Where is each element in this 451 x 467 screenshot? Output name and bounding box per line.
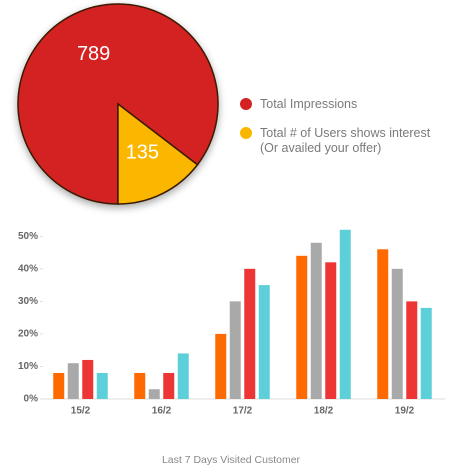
x-tick-label: 17/2: [233, 406, 253, 417]
bar: [163, 372, 175, 399]
x-tick-label: 15/2: [71, 406, 91, 417]
legend-item: Total # of Users shows interest (Or avai…: [240, 126, 435, 156]
bar: [96, 372, 108, 399]
x-tick-label: 16/2: [152, 406, 172, 417]
legend-dot: [240, 98, 252, 110]
bar: [258, 285, 270, 399]
bar: [377, 249, 389, 399]
y-tick-label: 30%: [18, 296, 38, 307]
bar: [310, 242, 322, 399]
pie: [17, 3, 219, 205]
legend-dot: [240, 127, 252, 139]
bar: [148, 389, 160, 399]
bar: [420, 307, 432, 399]
bar: [391, 268, 403, 399]
data-label: 789: [77, 43, 110, 65]
y-tick-label: 0%: [24, 394, 39, 405]
y-tick-label: 40%: [18, 263, 38, 274]
bar: [339, 229, 351, 399]
bar: [134, 372, 146, 399]
y-tick-label: 10%: [18, 361, 38, 372]
bar: [53, 372, 65, 399]
bar: [177, 353, 189, 399]
bar: [67, 363, 79, 399]
legend-item: Total Impressions: [240, 97, 440, 112]
x-tick-label: 18/2: [314, 406, 334, 417]
y-tick-label: 20%: [18, 329, 38, 340]
data-label: 135: [126, 142, 159, 164]
x-tick-label: 19/2: [395, 406, 415, 417]
bar: [406, 301, 418, 399]
bar: [296, 255, 308, 399]
x-axis-title: Last 7 Days Visited Customer: [162, 454, 301, 466]
bar: [229, 301, 241, 399]
legend-label: Total # of Users shows interest (Or avai…: [260, 126, 431, 155]
legend-label: Total Impressions: [260, 97, 358, 111]
y-tick-label: 50%: [18, 231, 38, 242]
bar: [215, 333, 227, 399]
bar: [82, 359, 94, 399]
bar: [244, 268, 256, 399]
bar: [325, 262, 337, 399]
pie-slice: [117, 102, 199, 205]
